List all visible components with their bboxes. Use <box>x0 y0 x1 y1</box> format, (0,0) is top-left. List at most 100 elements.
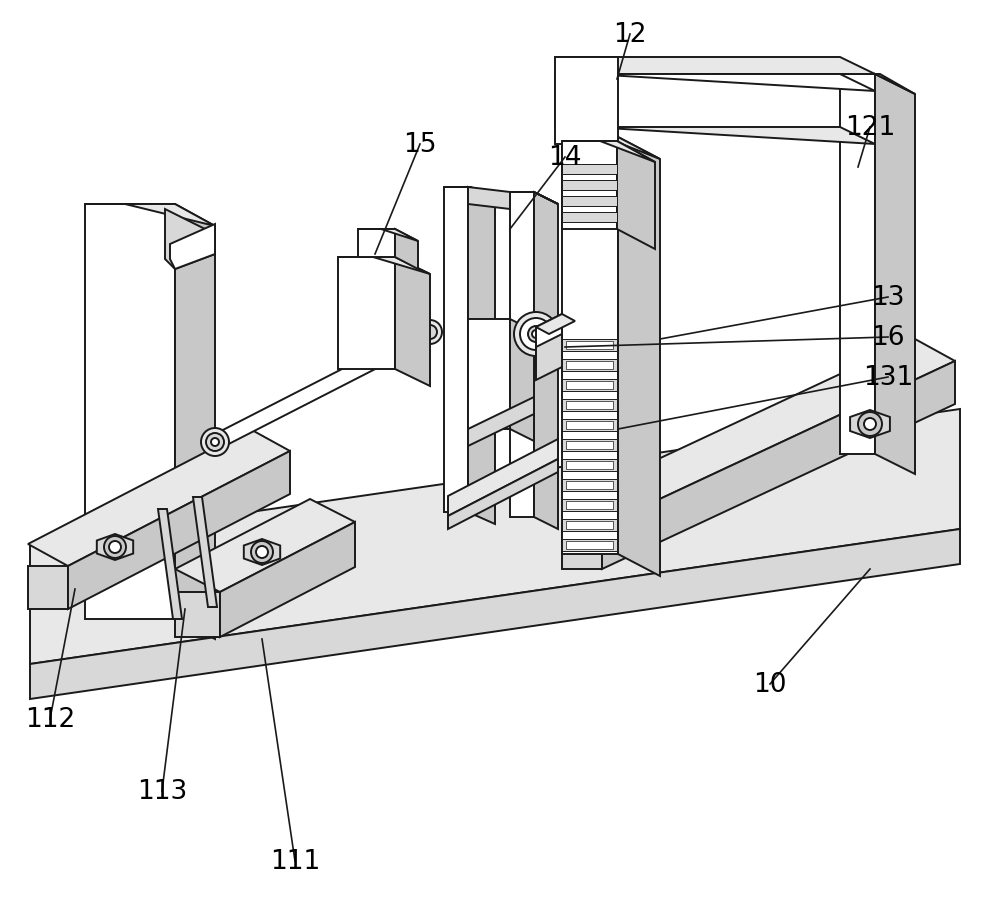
Polygon shape <box>444 188 495 200</box>
Circle shape <box>251 541 273 563</box>
Polygon shape <box>175 499 355 592</box>
Polygon shape <box>555 75 590 128</box>
Polygon shape <box>566 541 613 549</box>
Text: 112: 112 <box>25 706 75 732</box>
Polygon shape <box>562 138 660 159</box>
Polygon shape <box>338 258 430 275</box>
Polygon shape <box>28 567 68 609</box>
Polygon shape <box>562 165 617 175</box>
Circle shape <box>211 438 219 446</box>
Polygon shape <box>358 230 395 258</box>
Polygon shape <box>562 499 617 511</box>
Circle shape <box>104 537 126 558</box>
Polygon shape <box>562 527 602 569</box>
Polygon shape <box>85 205 175 619</box>
Polygon shape <box>602 362 955 569</box>
Polygon shape <box>875 75 915 475</box>
Polygon shape <box>510 193 534 517</box>
Polygon shape <box>30 529 960 700</box>
Text: 13: 13 <box>871 285 905 311</box>
Polygon shape <box>30 410 960 664</box>
Polygon shape <box>566 521 613 529</box>
Polygon shape <box>850 411 890 438</box>
Polygon shape <box>562 439 617 452</box>
Text: 10: 10 <box>753 671 787 697</box>
Polygon shape <box>468 188 510 210</box>
Circle shape <box>423 325 437 340</box>
Circle shape <box>109 541 121 553</box>
Polygon shape <box>562 142 655 163</box>
Text: 16: 16 <box>871 324 905 351</box>
Text: 131: 131 <box>863 364 913 391</box>
Polygon shape <box>165 210 215 270</box>
Polygon shape <box>158 509 182 619</box>
Polygon shape <box>566 462 613 469</box>
Circle shape <box>514 312 558 356</box>
Polygon shape <box>566 342 613 350</box>
Text: 15: 15 <box>403 132 437 158</box>
Polygon shape <box>566 382 613 390</box>
Polygon shape <box>562 479 617 491</box>
Polygon shape <box>170 225 215 270</box>
Polygon shape <box>566 501 613 509</box>
Polygon shape <box>220 522 355 638</box>
Polygon shape <box>468 397 534 446</box>
Polygon shape <box>562 340 955 527</box>
Polygon shape <box>395 258 430 386</box>
Polygon shape <box>85 205 215 227</box>
Polygon shape <box>562 138 618 555</box>
Polygon shape <box>566 402 613 410</box>
Polygon shape <box>562 340 617 352</box>
Text: 113: 113 <box>137 778 187 804</box>
Polygon shape <box>562 400 617 412</box>
Circle shape <box>418 321 442 344</box>
Polygon shape <box>175 592 220 638</box>
Polygon shape <box>244 539 280 566</box>
Polygon shape <box>448 459 558 529</box>
Polygon shape <box>562 459 617 472</box>
Polygon shape <box>562 213 617 223</box>
Polygon shape <box>468 320 510 429</box>
Polygon shape <box>536 314 575 334</box>
Polygon shape <box>534 193 558 529</box>
Polygon shape <box>510 320 534 442</box>
Circle shape <box>858 413 882 436</box>
Polygon shape <box>617 142 655 250</box>
Circle shape <box>256 547 268 558</box>
Polygon shape <box>555 58 618 145</box>
Polygon shape <box>193 497 217 608</box>
Polygon shape <box>562 180 617 190</box>
Polygon shape <box>468 188 495 525</box>
Polygon shape <box>448 439 558 517</box>
Text: 14: 14 <box>548 145 582 171</box>
Circle shape <box>528 327 544 343</box>
Polygon shape <box>338 258 395 370</box>
Polygon shape <box>536 314 562 368</box>
Polygon shape <box>395 230 418 270</box>
Polygon shape <box>562 420 617 432</box>
Polygon shape <box>68 452 290 609</box>
Polygon shape <box>97 535 133 560</box>
Polygon shape <box>562 142 617 230</box>
Polygon shape <box>566 442 613 449</box>
Polygon shape <box>566 482 613 489</box>
Text: 121: 121 <box>845 115 895 141</box>
Polygon shape <box>555 58 875 75</box>
Polygon shape <box>618 138 660 577</box>
Polygon shape <box>566 362 613 370</box>
Polygon shape <box>536 334 562 381</box>
Text: 111: 111 <box>270 848 320 874</box>
Polygon shape <box>566 422 613 429</box>
Polygon shape <box>444 188 468 512</box>
Polygon shape <box>562 197 617 207</box>
Polygon shape <box>555 128 875 145</box>
Polygon shape <box>562 519 617 531</box>
Polygon shape <box>840 75 875 455</box>
Circle shape <box>864 418 876 431</box>
Polygon shape <box>215 324 430 452</box>
Circle shape <box>532 331 540 339</box>
Circle shape <box>201 428 229 456</box>
Polygon shape <box>555 75 875 92</box>
Polygon shape <box>175 205 215 640</box>
Circle shape <box>206 434 224 452</box>
